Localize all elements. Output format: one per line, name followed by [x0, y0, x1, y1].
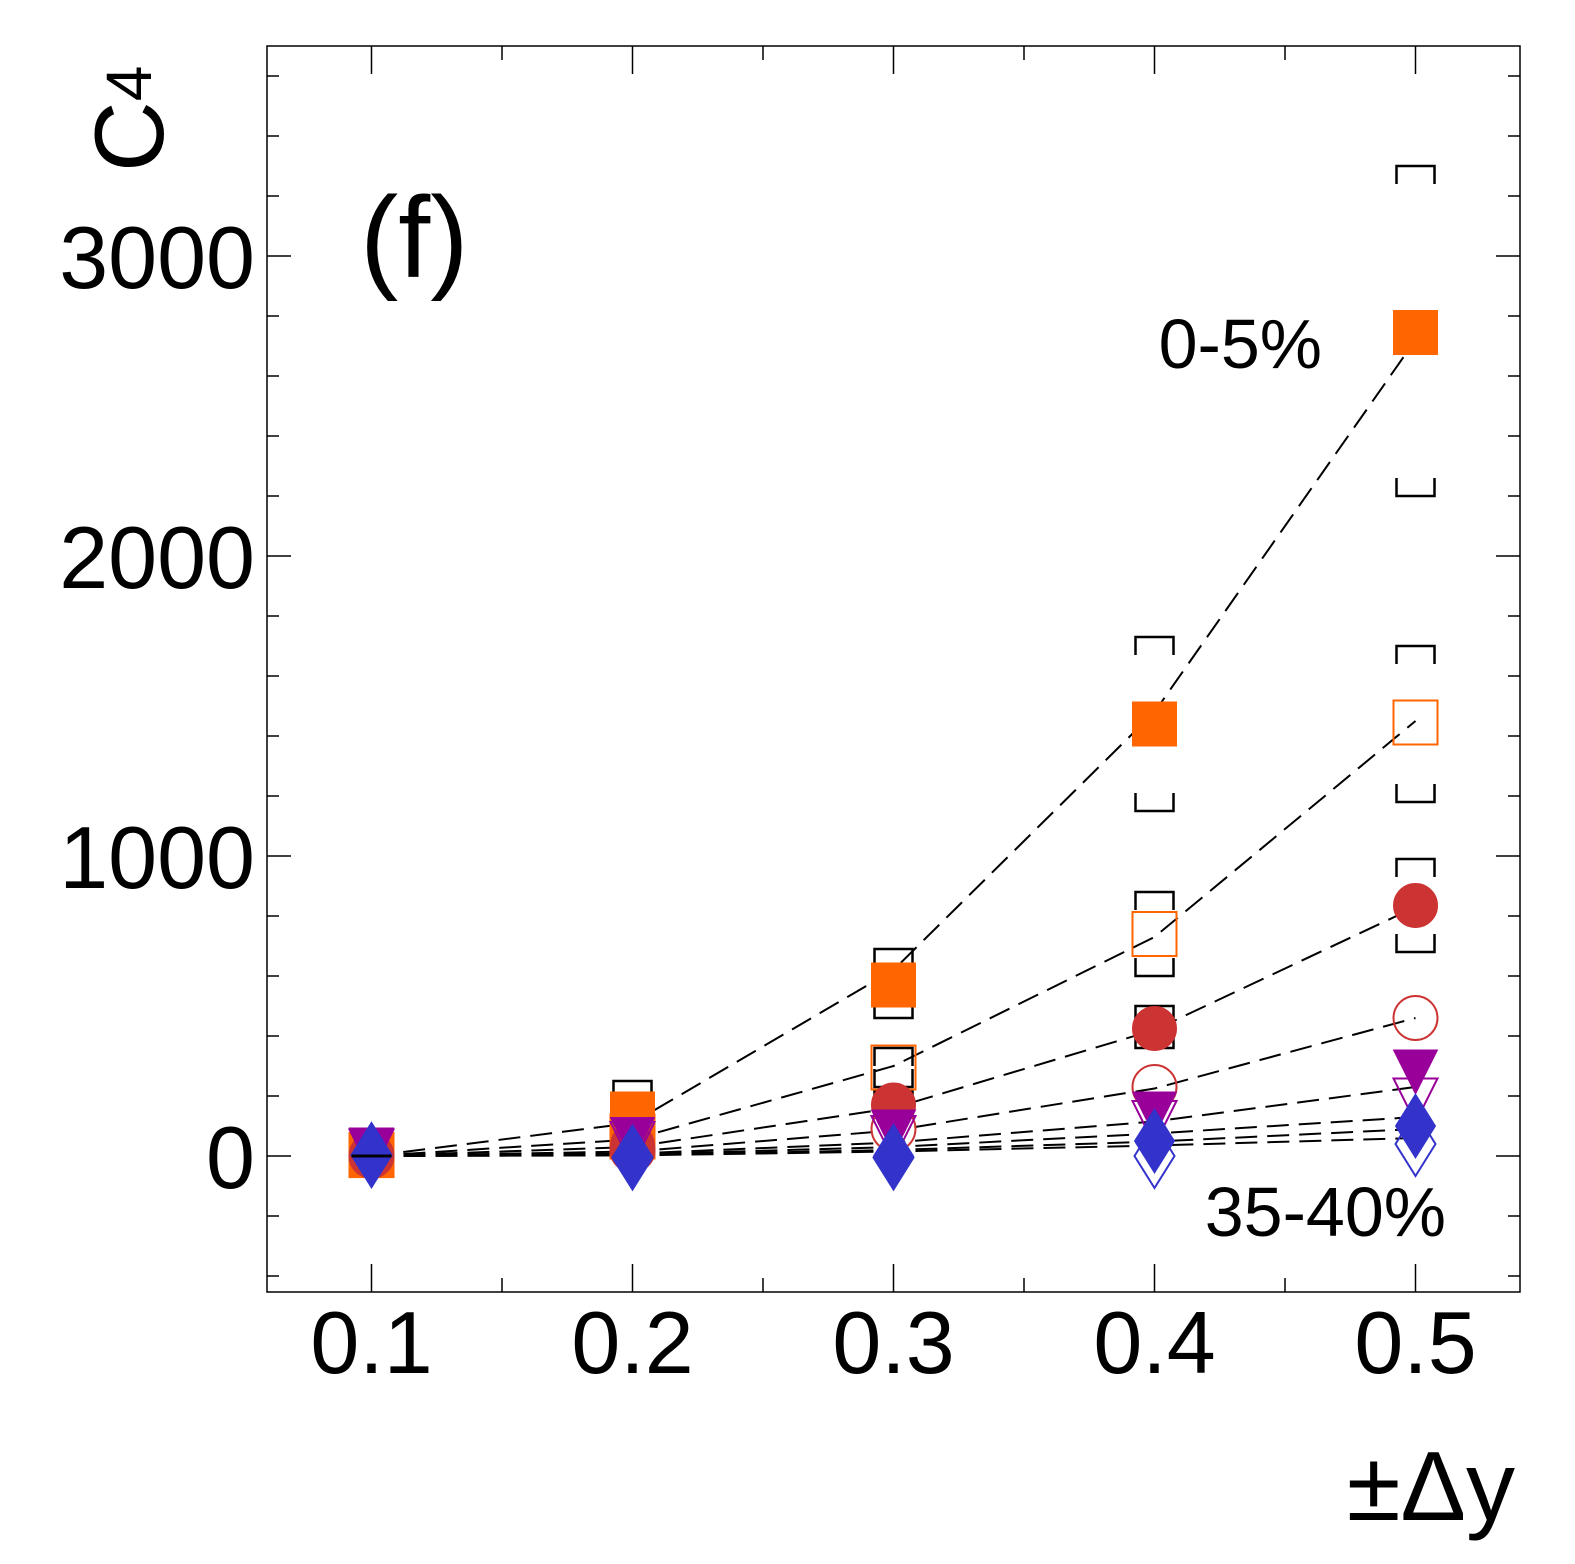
sys-bracket-top: [1134, 890, 1175, 910]
data-series: [347, 164, 1440, 1192]
x-axis-label: ±Δy: [1347, 1431, 1515, 1541]
x-tick-label: 0.5: [1354, 1293, 1476, 1392]
x-tick-label: 0.2: [571, 1293, 693, 1392]
data-point-5-4: [1391, 1077, 1440, 1125]
sys-bracket-top: [1134, 635, 1175, 655]
data-point-7-1: [611, 1123, 654, 1192]
sys-bracket-bottom: [1134, 958, 1175, 978]
data-point-2-4: [1393, 883, 1438, 928]
panel-label: (f): [360, 174, 469, 302]
data-point-0-3: [1132, 701, 1177, 747]
y-tick-label: 1000: [59, 808, 255, 907]
model-line: [371, 720, 1417, 1157]
data-point-4-4: [1392, 1049, 1439, 1096]
sys-bracket-bottom: [1134, 793, 1175, 813]
sys-bracket-top: [612, 1079, 653, 1099]
data-point-1-4: [1392, 699, 1439, 746]
data-point-0-4: [1393, 310, 1438, 355]
data-point-2-3: [1132, 1006, 1177, 1051]
x-tick-label: 0.3: [832, 1293, 954, 1392]
data-point-6-3: [1133, 1108, 1176, 1174]
sys-bracket-bottom: [1395, 934, 1436, 954]
sys-bracket-top: [1395, 857, 1436, 877]
y-tick-label: 3000: [59, 208, 255, 307]
sys-bracket-top: [873, 947, 914, 967]
y-axis-label: C4: [74, 66, 184, 172]
data-point-5-2: [869, 1115, 918, 1163]
sys-bracket-top: [873, 1046, 914, 1066]
data-point-7-0: [350, 1121, 393, 1189]
data-point-3-4: [1392, 995, 1439, 1041]
sys-bracket-top: [1395, 164, 1436, 184]
axis-labels: 0 1000 2000 3000 0.1 0.2 0.3 0.4 0.5: [59, 208, 1476, 1392]
y-tick-label: 2000: [59, 508, 255, 607]
data-point-1-3: [1131, 911, 1178, 957]
annotation-35-40-percent: 35-40%: [1205, 1173, 1446, 1251]
x-tick-label: 0.1: [310, 1293, 432, 1392]
plot-frame: [266, 45, 1521, 1293]
data-point-6-4: [1394, 1093, 1437, 1159]
x-tick-label: 0.4: [1093, 1293, 1215, 1392]
data-point-7-3: [1133, 1122, 1176, 1190]
data-point-0-2: [871, 962, 916, 1008]
sys-bracket-top: [1395, 644, 1436, 664]
sys-bracket-bottom: [1395, 784, 1436, 804]
annotation-0-5-percent: 0-5%: [1159, 305, 1322, 383]
axis-ticks: [267, 46, 1520, 1292]
sys-bracket-bottom: [1395, 478, 1436, 498]
data-point-7-4: [1394, 1110, 1437, 1178]
data-point-5-3: [1130, 1100, 1179, 1148]
sys-bracket-bottom: [873, 1000, 914, 1020]
data-point-7-2: [872, 1123, 915, 1192]
y-tick-label: 0: [206, 1108, 255, 1207]
